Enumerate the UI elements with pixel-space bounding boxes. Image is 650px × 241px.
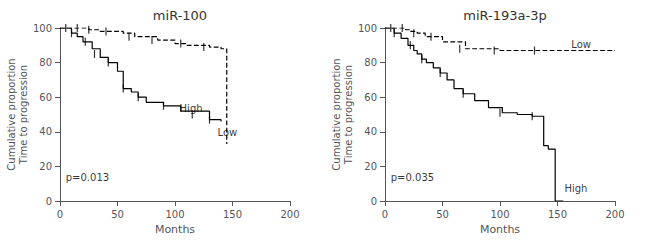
svg-text:20: 20 bbox=[39, 161, 52, 172]
svg-text:Time to progression: Time to progression bbox=[343, 65, 354, 165]
svg-text:0: 0 bbox=[371, 196, 377, 207]
svg-text:150: 150 bbox=[223, 209, 242, 220]
svg-text:50: 50 bbox=[436, 209, 449, 220]
svg-text:40: 40 bbox=[364, 126, 377, 137]
svg-text:0: 0 bbox=[382, 209, 388, 220]
svg-text:100: 100 bbox=[358, 23, 377, 34]
svg-text:p=0.013: p=0.013 bbox=[66, 172, 109, 183]
svg-text:50: 50 bbox=[111, 209, 124, 220]
svg-text:miR-193a-3p: miR-193a-3p bbox=[463, 8, 546, 23]
svg-text:Low: Low bbox=[571, 39, 591, 50]
svg-text:miR-100: miR-100 bbox=[153, 8, 207, 23]
svg-text:Months: Months bbox=[155, 223, 195, 236]
svg-text:40: 40 bbox=[39, 126, 52, 137]
svg-text:Time to progression: Time to progression bbox=[18, 65, 29, 165]
svg-text:150: 150 bbox=[548, 209, 567, 220]
svg-text:100: 100 bbox=[33, 23, 52, 34]
svg-text:High: High bbox=[564, 183, 587, 194]
svg-text:High: High bbox=[180, 103, 203, 114]
svg-text:80: 80 bbox=[39, 57, 52, 68]
svg-text:100: 100 bbox=[165, 209, 184, 220]
svg-text:200: 200 bbox=[280, 209, 299, 220]
svg-text:Low: Low bbox=[218, 127, 238, 138]
svg-text:0: 0 bbox=[57, 209, 63, 220]
svg-text:Months: Months bbox=[480, 223, 520, 236]
svg-text:100: 100 bbox=[490, 209, 509, 220]
svg-text:20: 20 bbox=[364, 161, 377, 172]
svg-text:Cumulative proportion: Cumulative proportion bbox=[331, 58, 342, 170]
svg-text:0: 0 bbox=[46, 196, 52, 207]
svg-text:60: 60 bbox=[364, 92, 377, 103]
svg-text:60: 60 bbox=[39, 92, 52, 103]
svg-text:80: 80 bbox=[364, 57, 377, 68]
svg-text:p=0.035: p=0.035 bbox=[391, 172, 434, 183]
svg-text:Cumulative proportion: Cumulative proportion bbox=[6, 58, 17, 170]
svg-text:200: 200 bbox=[605, 209, 624, 220]
